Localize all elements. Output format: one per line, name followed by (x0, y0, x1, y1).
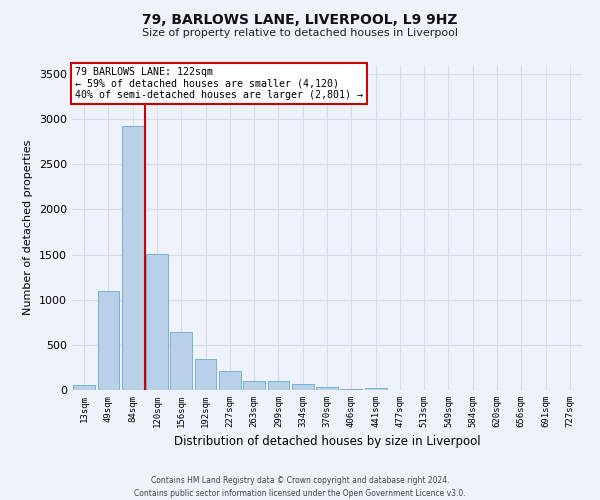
Bar (340, 389, 362, 390)
Bar (146, 254, 168, 390)
Bar (122, 126, 143, 390)
Bar (97, 290, 119, 390)
Bar (316, 387, 338, 390)
Bar (243, 380, 265, 390)
Bar (219, 370, 241, 390)
Text: 79 BARLOWS LANE: 122sqm
← 59% of detached houses are smaller (4,120)
40% of semi: 79 BARLOWS LANE: 122sqm ← 59% of detache… (74, 66, 362, 100)
Text: Size of property relative to detached houses in Liverpool: Size of property relative to detached ho… (142, 28, 458, 38)
Bar (365, 388, 386, 390)
Bar (292, 384, 314, 390)
Bar (170, 332, 192, 390)
X-axis label: Distribution of detached houses by size in Liverpool: Distribution of detached houses by size … (173, 436, 481, 448)
Bar (73, 385, 95, 390)
Bar (194, 360, 217, 390)
Bar (268, 382, 289, 390)
Y-axis label: Number of detached properties: Number of detached properties (23, 140, 34, 315)
Text: 79, BARLOWS LANE, LIVERPOOL, L9 9HZ: 79, BARLOWS LANE, LIVERPOOL, L9 9HZ (142, 12, 458, 26)
Text: Contains HM Land Registry data © Crown copyright and database right 2024.
Contai: Contains HM Land Registry data © Crown c… (134, 476, 466, 498)
